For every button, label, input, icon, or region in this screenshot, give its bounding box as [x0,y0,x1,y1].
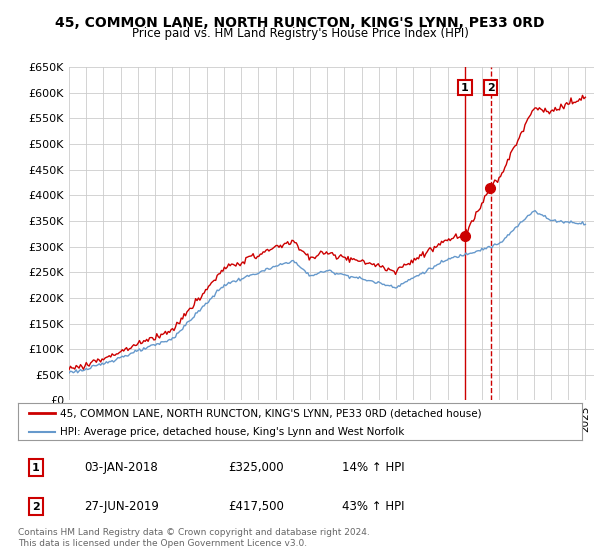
Text: HPI: Average price, detached house, King's Lynn and West Norfolk: HPI: Average price, detached house, King… [60,427,404,437]
Text: 45, COMMON LANE, NORTH RUNCTON, KING'S LYNN, PE33 0RD: 45, COMMON LANE, NORTH RUNCTON, KING'S L… [55,16,545,30]
Text: £325,000: £325,000 [228,461,284,474]
Text: Contains HM Land Registry data © Crown copyright and database right 2024.
This d: Contains HM Land Registry data © Crown c… [18,528,370,548]
Text: 2: 2 [32,502,40,512]
Text: 43% ↑ HPI: 43% ↑ HPI [342,500,404,514]
Text: 1: 1 [32,463,40,473]
Text: 14% ↑ HPI: 14% ↑ HPI [342,461,404,474]
Text: 03-JAN-2018: 03-JAN-2018 [84,461,158,474]
Text: £417,500: £417,500 [228,500,284,514]
Text: Price paid vs. HM Land Registry's House Price Index (HPI): Price paid vs. HM Land Registry's House … [131,27,469,40]
Text: 1: 1 [461,83,469,93]
Text: 2: 2 [487,83,494,93]
Text: 27-JUN-2019: 27-JUN-2019 [84,500,159,514]
Text: 45, COMMON LANE, NORTH RUNCTON, KING'S LYNN, PE33 0RD (detached house): 45, COMMON LANE, NORTH RUNCTON, KING'S L… [60,408,482,418]
